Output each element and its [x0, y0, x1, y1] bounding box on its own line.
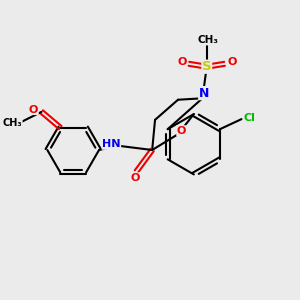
Text: HN: HN — [102, 139, 121, 149]
Text: O: O — [177, 126, 186, 136]
Text: O: O — [227, 57, 236, 68]
Text: O: O — [177, 57, 186, 68]
Text: Cl: Cl — [244, 113, 256, 123]
Text: CH₃: CH₃ — [2, 118, 22, 128]
Text: O: O — [29, 104, 38, 115]
Text: S: S — [202, 60, 211, 73]
Text: O: O — [130, 173, 140, 183]
Text: N: N — [199, 87, 209, 100]
Text: CH₃: CH₃ — [198, 35, 219, 45]
